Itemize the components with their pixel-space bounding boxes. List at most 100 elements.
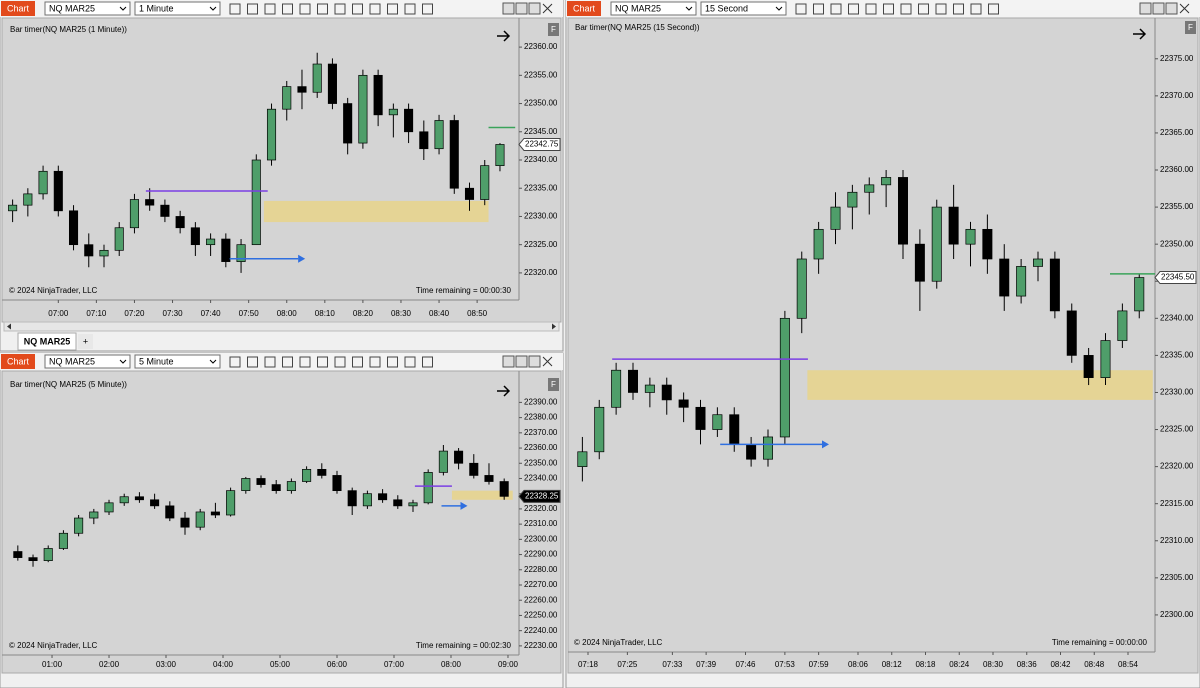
- candle-body: [484, 475, 494, 482]
- toolbar-icon[interactable]: [813, 3, 824, 15]
- toolbar-icon[interactable]: [422, 356, 433, 368]
- window-button[interactable]: [528, 355, 541, 368]
- window-button[interactable]: [515, 355, 528, 368]
- y-tick-label: 22335.00: [524, 183, 558, 192]
- toolbar-icon[interactable]: [422, 3, 433, 15]
- toolbar-icon[interactable]: [247, 356, 258, 368]
- y-tick-label: 22365.00: [1160, 128, 1194, 137]
- toolbar-icon[interactable]: [317, 3, 328, 15]
- toolbar-icon[interactable]: [953, 3, 964, 15]
- tab-add-label: +: [83, 336, 88, 346]
- toolbar-icon[interactable]: [299, 356, 311, 368]
- chart-button[interactable]: [1, 354, 35, 369]
- window-button[interactable]: [1139, 2, 1152, 15]
- toolbar-icon[interactable]: [865, 3, 877, 15]
- chart-button[interactable]: [567, 1, 601, 16]
- interval-select[interactable]: [134, 1, 221, 16]
- window-button[interactable]: [502, 355, 515, 368]
- candle-body: [864, 184, 875, 193]
- instrument-select[interactable]: [610, 1, 697, 16]
- candle-body: [221, 238, 231, 262]
- candle-body: [312, 63, 322, 93]
- toolbar-icon[interactable]: [848, 3, 859, 15]
- last-price-marker: [518, 489, 561, 503]
- scroll-arrow-icon[interactable]: [497, 30, 511, 42]
- scroll-arrow-icon[interactable]: [497, 385, 511, 397]
- toolbar-icon[interactable]: [988, 3, 999, 15]
- toolbar-icon[interactable]: [317, 356, 328, 368]
- window-button[interactable]: [515, 2, 528, 15]
- candle-body: [1016, 266, 1027, 297]
- toolbar-icon[interactable]: [334, 356, 346, 368]
- scroll-right[interactable]: [552, 323, 556, 330]
- x-tick-label: 08:18: [915, 660, 936, 669]
- chart-button[interactable]: [1, 1, 35, 16]
- time-remaining: Time remaining = 00:00:00: [1052, 638, 1148, 647]
- candle-body: [594, 406, 605, 453]
- toolbar-icon[interactable]: [970, 3, 982, 15]
- candle-body: [480, 165, 490, 200]
- toolbar-icon[interactable]: [334, 3, 346, 15]
- y-tick-label: 22320.00: [1160, 462, 1194, 471]
- toolbar-icon[interactable]: [264, 356, 276, 368]
- toolbar-icon[interactable]: [369, 3, 381, 15]
- toolbar-icon[interactable]: [352, 356, 363, 368]
- candle-body: [343, 103, 353, 144]
- toolbar-icon[interactable]: [404, 3, 416, 15]
- toolbar-icon[interactable]: [369, 356, 381, 368]
- window-button[interactable]: [1165, 2, 1178, 15]
- x-tick-label: 07:40: [201, 309, 222, 318]
- toolbar-icon[interactable]: [900, 3, 912, 15]
- tab-add[interactable]: [78, 334, 93, 349]
- x-tick-label: 08:30: [391, 309, 412, 318]
- tab[interactable]: [17, 332, 77, 351]
- y-tick-label: 22335.00: [1160, 351, 1194, 360]
- x-tick-label: 08:36: [1017, 660, 1038, 669]
- candle-body: [449, 120, 459, 189]
- candle-body: [23, 193, 33, 206]
- toolbar-icon[interactable]: [229, 3, 241, 15]
- candle-body: [1033, 258, 1043, 267]
- toolbar-icon[interactable]: [282, 3, 293, 15]
- toolbar-icon[interactable]: [830, 3, 842, 15]
- instrument-select[interactable]: [44, 354, 131, 369]
- toolbar-icon[interactable]: [282, 356, 293, 368]
- interval-select[interactable]: [134, 354, 221, 369]
- toolbar-icon[interactable]: [935, 3, 947, 15]
- toolbar-icon[interactable]: [795, 3, 807, 15]
- scroll-left[interactable]: [7, 323, 11, 330]
- candle-body: [58, 532, 68, 549]
- toolbar-icon[interactable]: [229, 356, 241, 368]
- toolbar-icon[interactable]: [352, 3, 363, 15]
- close-button[interactable]: [542, 3, 553, 14]
- toolbar-icon[interactable]: [387, 356, 398, 368]
- dropdown-arrow: [119, 359, 127, 364]
- candle-body: [317, 468, 327, 476]
- close-button[interactable]: [1179, 3, 1190, 14]
- instrument-select[interactable]: [44, 1, 131, 16]
- candle-body: [914, 243, 925, 282]
- candle-body: [419, 131, 429, 150]
- candle-body: [68, 210, 79, 246]
- close-button[interactable]: [542, 356, 553, 367]
- x-tick-label: 07:25: [617, 660, 638, 669]
- toolbar-icon[interactable]: [247, 3, 258, 15]
- candle-body: [948, 206, 959, 245]
- y-tick-label: 22340.00: [524, 155, 558, 164]
- copyright: © 2024 NinjaTrader, LLC: [574, 638, 663, 647]
- toolbar-icon[interactable]: [404, 356, 416, 368]
- candle-body: [661, 384, 672, 401]
- window-button[interactable]: [528, 2, 541, 15]
- candle-body: [362, 493, 372, 507]
- toolbar-icon[interactable]: [387, 3, 398, 15]
- copyright: © 2024 NinjaTrader, LLC: [9, 286, 98, 295]
- dropdown-arrow: [775, 6, 783, 11]
- interval-select[interactable]: [700, 1, 787, 16]
- window-button[interactable]: [1152, 2, 1165, 15]
- toolbar-icon[interactable]: [918, 3, 929, 15]
- toolbar-icon[interactable]: [264, 3, 276, 15]
- scroll-arrow-icon[interactable]: [1133, 28, 1147, 40]
- toolbar-icon[interactable]: [883, 3, 894, 15]
- window-button[interactable]: [502, 2, 515, 15]
- toolbar-icon[interactable]: [299, 3, 311, 15]
